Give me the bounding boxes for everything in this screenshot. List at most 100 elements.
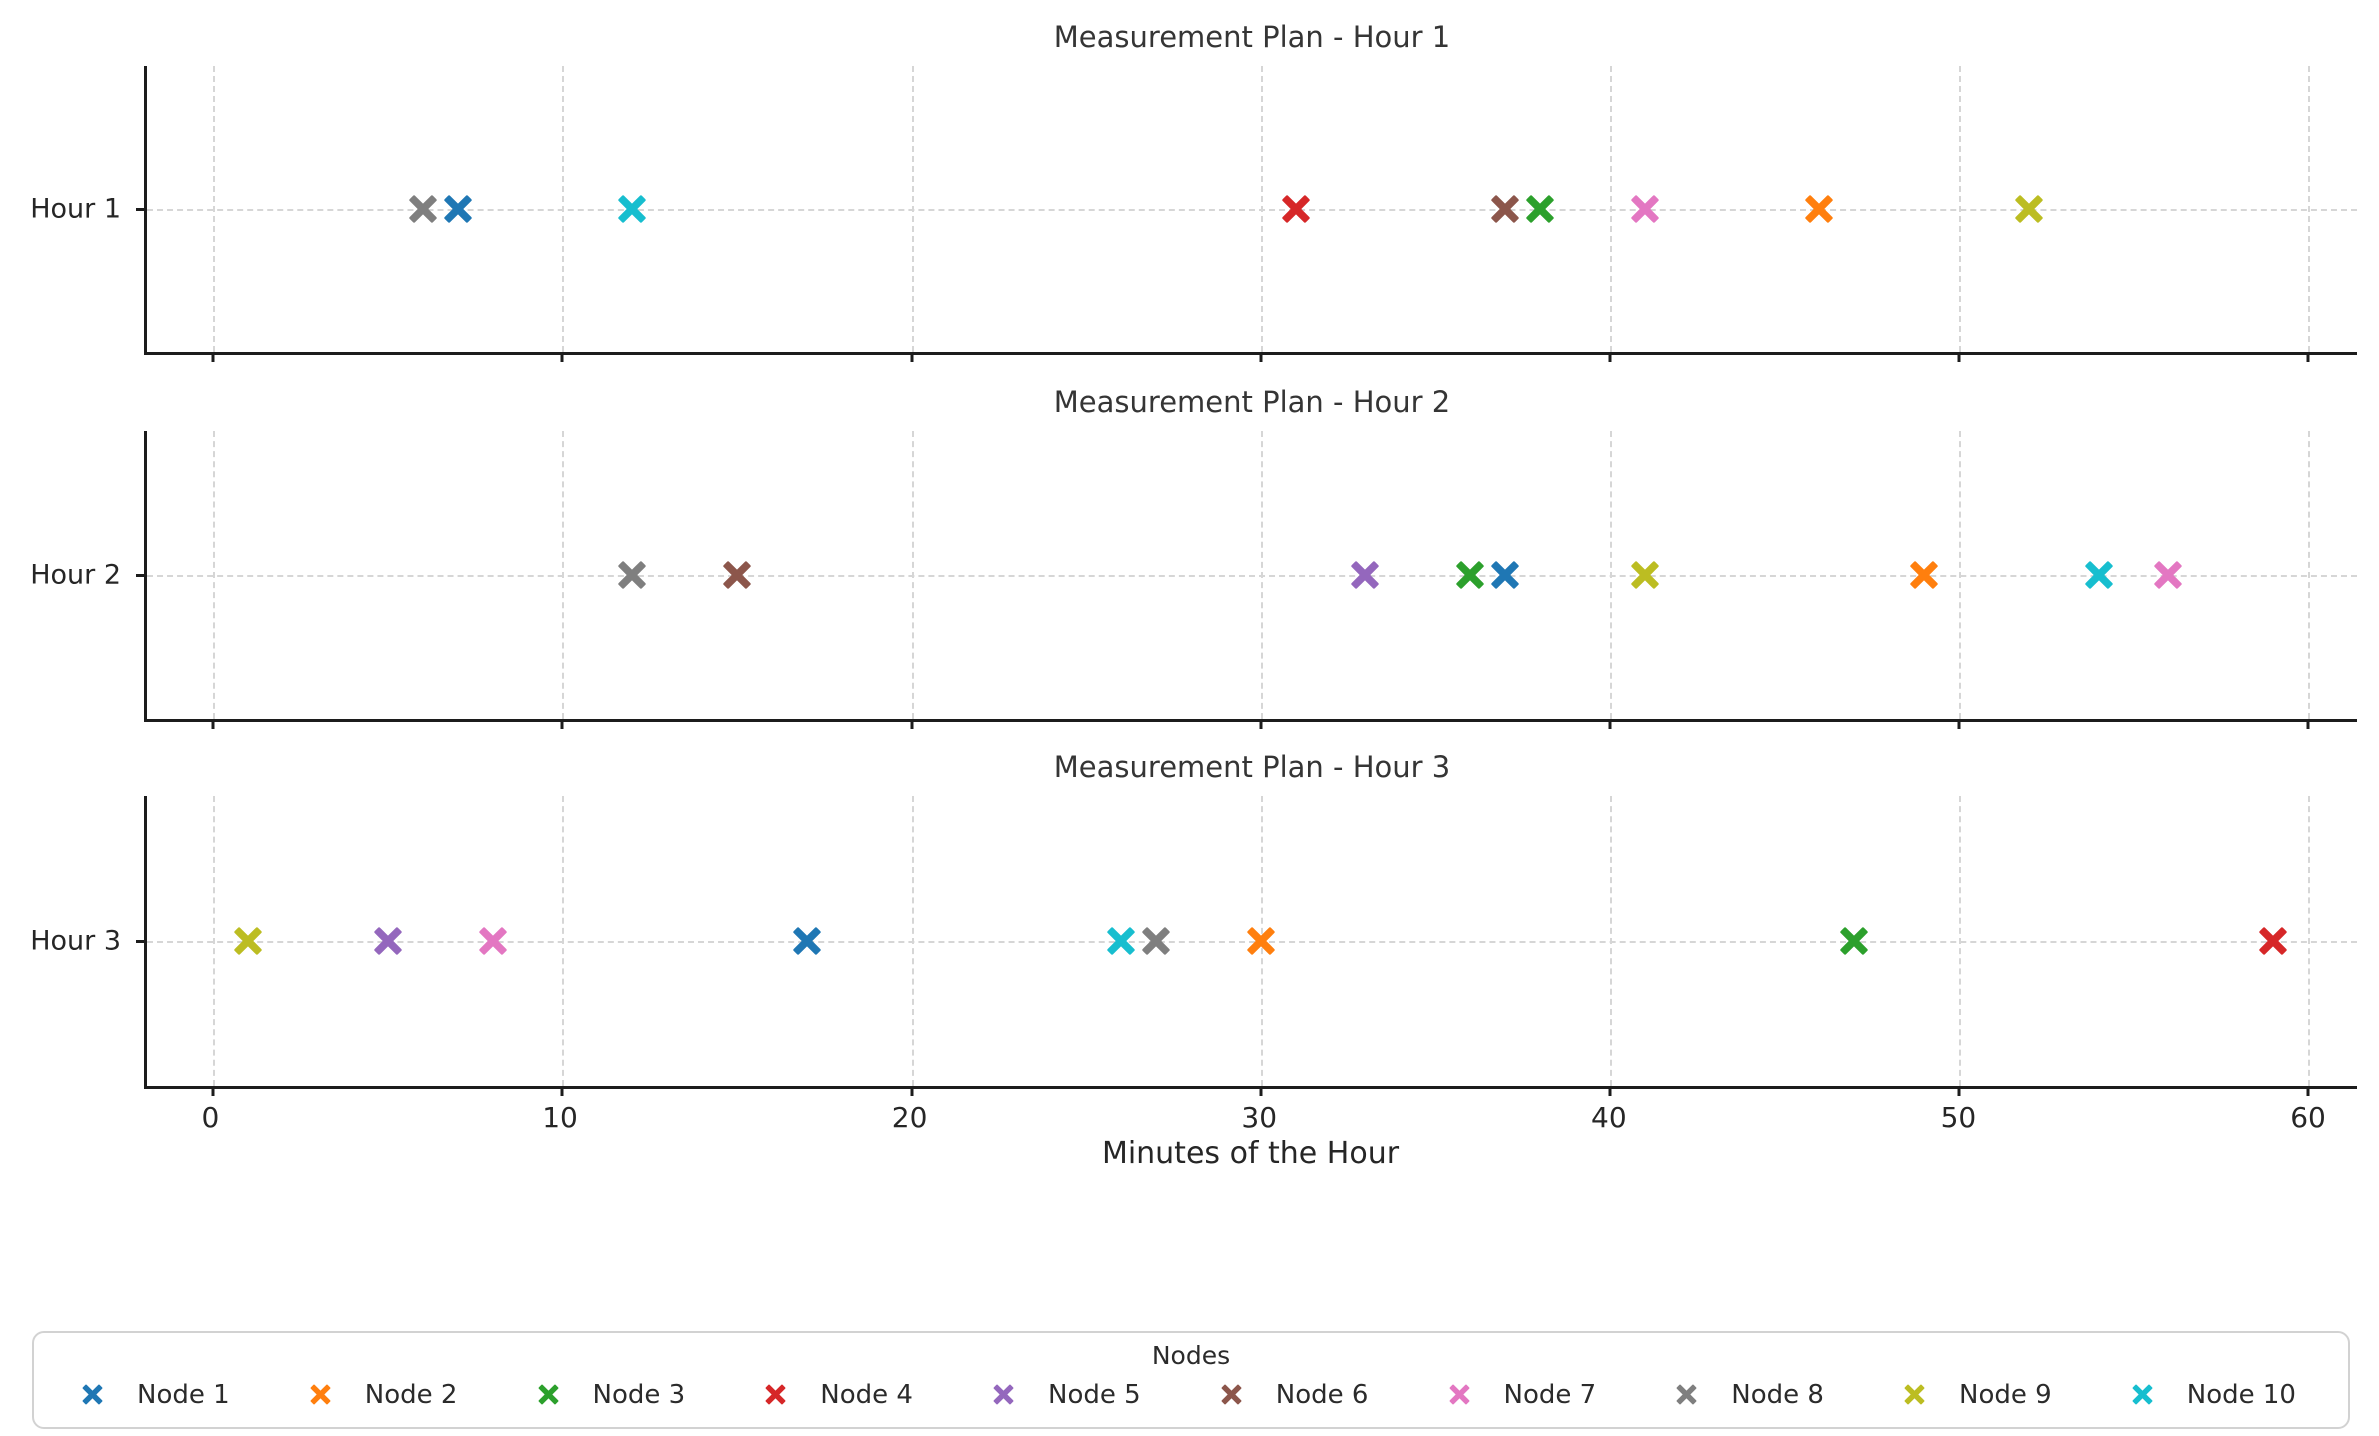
legend-item-node-2: Node 2 bbox=[310, 1379, 458, 1410]
data-point-node-5 bbox=[373, 927, 402, 956]
x-tick-label-0: 0 bbox=[201, 1101, 220, 1134]
x-tick-mark-60 bbox=[2306, 352, 2310, 362]
subplot-hour-1-axes: Measurement Plan - Hour 1 Hour 1 bbox=[30, 20, 2357, 362]
vertical-gridline-10 bbox=[562, 66, 565, 352]
data-point-node-2 bbox=[1910, 561, 1939, 590]
x-tick-label-60: 60 bbox=[2290, 1101, 2326, 1134]
x-tick-mark-40 bbox=[1608, 719, 1612, 729]
data-point-node-4 bbox=[1281, 195, 1310, 224]
x-tick-mark-30 bbox=[1259, 1086, 1263, 1096]
legend-item-node-1: Node 1 bbox=[82, 1380, 230, 1410]
legend-x-marker-icon bbox=[765, 1384, 786, 1405]
legend-x-marker-icon bbox=[538, 1384, 559, 1405]
x-tick-mark-50 bbox=[1957, 719, 1961, 729]
vertical-gridline-10 bbox=[562, 796, 565, 1086]
data-point-node-9 bbox=[2014, 195, 2043, 224]
vertical-gridline-60 bbox=[2308, 796, 2311, 1086]
x-tick-mark-40 bbox=[1608, 352, 1612, 362]
x-tick-mark-60 bbox=[2306, 1086, 2310, 1096]
x-tick-mark-40 bbox=[1608, 1086, 1612, 1096]
vertical-gridline-20 bbox=[911, 431, 914, 719]
subplot-hour-3-axes: Measurement Plan - Hour 3 Hour 3 bbox=[30, 750, 2357, 1096]
vertical-gridline-50 bbox=[1958, 431, 1961, 719]
vertical-gridline-50 bbox=[1958, 66, 1961, 352]
data-point-node-7 bbox=[1630, 195, 1659, 224]
y-tick-label-hour-2: Hour 2 bbox=[30, 559, 121, 591]
vertical-gridline-40 bbox=[1609, 431, 1612, 719]
legend-item-label: Node 6 bbox=[1275, 1379, 1369, 1410]
x-tick-mark-60 bbox=[2306, 719, 2310, 729]
vertical-gridline-60 bbox=[2308, 431, 2311, 719]
legend-item-label: Node 8 bbox=[1731, 1379, 1824, 1410]
x-tick-mark-50 bbox=[1957, 1086, 1961, 1096]
y-tick-label-hour-3: Hour 3 bbox=[30, 925, 121, 957]
legend-x-marker-icon bbox=[993, 1384, 1014, 1405]
data-point-node-2 bbox=[1805, 195, 1834, 224]
x-tick-mark-20 bbox=[910, 352, 914, 362]
legend-x-marker-icon bbox=[1904, 1384, 1925, 1405]
legend-item-node-3: Node 3 bbox=[538, 1379, 686, 1410]
data-point-node-4 bbox=[2259, 927, 2288, 956]
subplot-hour-1-title: Measurement Plan - Hour 1 bbox=[1053, 20, 1451, 54]
x-tick-mark-10 bbox=[560, 1086, 564, 1096]
horizontal-gridline bbox=[147, 941, 2357, 943]
x-tick-label-50: 50 bbox=[1940, 1101, 1977, 1134]
y-tick-mark bbox=[136, 574, 147, 577]
y-tick-mark bbox=[136, 940, 147, 943]
data-point-node-1 bbox=[792, 927, 821, 956]
y-tick-label-hour-1: Hour 1 bbox=[30, 193, 121, 225]
vertical-gridline-20 bbox=[911, 796, 914, 1086]
legend-x-marker-icon bbox=[1676, 1384, 1697, 1405]
data-point-node-2 bbox=[1246, 927, 1275, 956]
data-point-node-10 bbox=[1107, 927, 1136, 956]
legend-item-label: Node 7 bbox=[1503, 1379, 1597, 1410]
legend-items-row: Node 1 Node 2 Node 3 Node 4 Node 5 Node 6 Node… bbox=[34, 1370, 2348, 1427]
data-point-node-3 bbox=[1456, 561, 1485, 590]
subplot-hour-3-title: Measurement Plan - Hour 3 bbox=[1053, 750, 1451, 784]
data-point-node-6 bbox=[1491, 195, 1520, 224]
legend-item-label: Node 3 bbox=[592, 1379, 686, 1410]
data-point-node-10 bbox=[618, 195, 647, 224]
horizontal-gridline bbox=[147, 575, 2357, 577]
legend-x-marker-icon bbox=[2132, 1384, 2153, 1405]
legend-item-node-4: Node 4 bbox=[765, 1380, 913, 1410]
legend-x-marker-icon bbox=[82, 1384, 103, 1405]
data-point-node-3 bbox=[1526, 195, 1555, 224]
vertical-gridline-30 bbox=[1260, 431, 1263, 719]
horizontal-gridline bbox=[147, 209, 2357, 211]
data-point-node-3 bbox=[1840, 927, 1869, 956]
x-tick-label-30: 30 bbox=[1241, 1101, 1278, 1134]
x-tick-label-10: 10 bbox=[542, 1101, 578, 1134]
subplot-hour-2-axes: Measurement Plan - Hour 2 Hour 2 bbox=[30, 385, 2357, 729]
x-axis-tick-labels: 0 10 20 30 40 50 60 bbox=[144, 1089, 2357, 1135]
vertical-gridline-0 bbox=[213, 66, 216, 352]
legend: Nodes Node 1 Node 2 Node 3 Node 4 Node 5 Node… bbox=[32, 1331, 2350, 1429]
legend-x-marker-icon bbox=[310, 1384, 331, 1405]
x-tick-mark-0 bbox=[211, 352, 215, 362]
legend-title: Nodes bbox=[1151, 1341, 1231, 1370]
vertical-gridline-60 bbox=[2308, 66, 2311, 352]
vertical-gridline-40 bbox=[1609, 796, 1612, 1086]
x-tick-mark-20 bbox=[910, 1086, 914, 1096]
legend-item-node-8: Node 8 bbox=[1676, 1380, 1824, 1410]
vertical-gridline-50 bbox=[1958, 796, 1961, 1086]
x-tick-mark-10 bbox=[560, 352, 564, 362]
data-point-node-9 bbox=[1630, 561, 1659, 590]
data-point-node-8 bbox=[408, 195, 437, 224]
x-tick-mark-10 bbox=[560, 719, 564, 729]
legend-item-node-7: Node 7 bbox=[1449, 1379, 1597, 1410]
data-point-node-7 bbox=[2154, 561, 2183, 590]
data-point-node-1 bbox=[443, 195, 472, 224]
x-axis-title: Minutes of the Hour bbox=[1101, 1136, 1400, 1171]
legend-item-label: Node 2 bbox=[364, 1379, 458, 1410]
x-tick-mark-30 bbox=[1259, 352, 1263, 362]
y-tick-mark bbox=[136, 208, 147, 211]
legend-x-marker-icon bbox=[1221, 1384, 1242, 1405]
legend-item-node-5: Node 5 bbox=[993, 1380, 1141, 1410]
vertical-gridline-40 bbox=[1609, 66, 1612, 352]
x-tick-mark-30 bbox=[1259, 719, 1263, 729]
legend-x-marker-icon bbox=[1449, 1384, 1470, 1405]
x-tick-mark-20 bbox=[910, 719, 914, 729]
data-point-node-5 bbox=[1351, 561, 1380, 590]
